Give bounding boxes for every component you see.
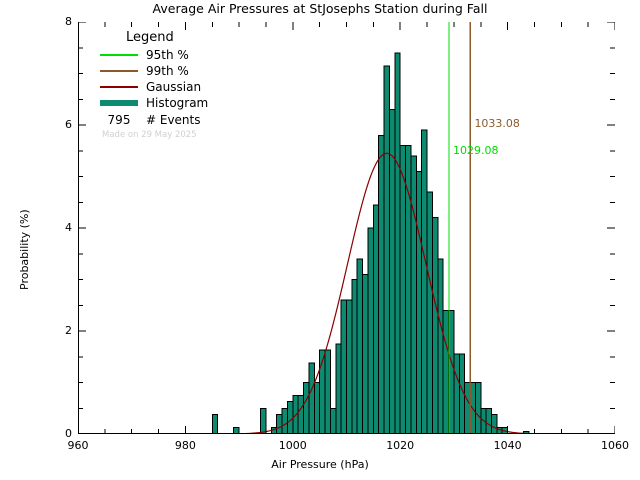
made-on-stamp: Made on 29 May 2025 — [102, 130, 197, 140]
legend-entry: Gaussian — [100, 79, 320, 95]
axis-ticks — [78, 22, 615, 434]
y-tick-label: 0 — [65, 427, 72, 440]
legend-swatch — [100, 100, 138, 106]
axes-frame — [78, 22, 615, 434]
percentile-lines — [448, 22, 472, 434]
percentile-label: 1033.08 — [474, 117, 520, 130]
x-tick-label: 980 — [174, 439, 196, 452]
legend-swatch — [100, 70, 138, 72]
plot-area — [78, 22, 615, 434]
events-label: # Events — [146, 112, 201, 127]
x-tick-label: 1040 — [493, 439, 522, 452]
y-tick-label: 2 — [65, 324, 72, 337]
legend-label: 99th % — [146, 64, 189, 78]
legend-entry: Histogram — [100, 95, 320, 111]
x-tick-label: 960 — [67, 439, 89, 452]
y-tick-label: 8 — [65, 15, 72, 28]
legend-swatch — [100, 54, 138, 56]
chart-title: Average Air Pressures at StJosephs Stati… — [152, 1, 488, 16]
legend-label: Gaussian — [146, 80, 202, 94]
legend-title: Legend — [126, 30, 174, 45]
legend-swatch — [100, 86, 138, 88]
events-count: 795 — [107, 112, 131, 127]
y-axis-label: Probability (%) — [18, 209, 31, 290]
y-tick-label: 6 — [65, 118, 72, 131]
legend-entries: 95th % 99th % Gaussian Histogram — [100, 47, 320, 111]
legend-label: 95th % — [146, 48, 189, 62]
legend: Legend 95th % 99th % Gaussian Histogram 795… — [100, 30, 320, 140]
x-tick-label: 1060 — [601, 439, 629, 452]
x-axis-label: Air Pressure (hPa) — [271, 458, 369, 471]
y-tick-label: 4 — [65, 221, 72, 234]
legend-events-row: 795 # Events — [100, 111, 320, 128]
x-tick-label: 1020 — [386, 439, 415, 452]
legend-entry: 99th % — [100, 63, 320, 79]
legend-label: Histogram — [146, 96, 209, 110]
plot-canvas — [78, 22, 615, 434]
legend-entry: 95th % — [100, 47, 320, 63]
x-tick-label: 1000 — [278, 439, 307, 452]
percentile-label: 1029.08 — [452, 144, 499, 157]
histogram-bar — [260, 407, 267, 434]
